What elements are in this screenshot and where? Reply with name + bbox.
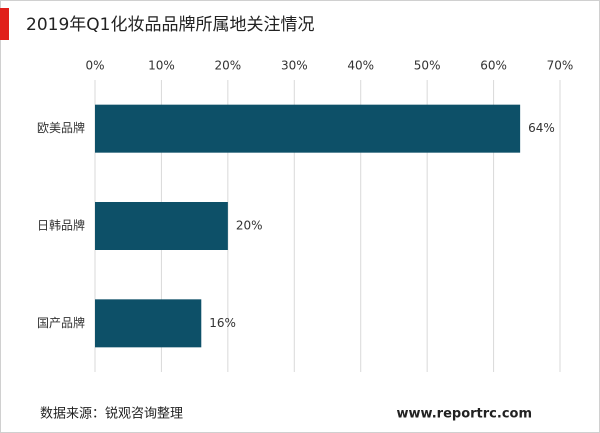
y-tick-label: 欧美品牌 bbox=[37, 121, 85, 135]
x-tick-label: 30% bbox=[281, 59, 308, 73]
x-tick-label: 50% bbox=[414, 59, 441, 73]
source-note: 数据来源：锐观咨询整理 bbox=[40, 407, 183, 422]
x-tick-label: 20% bbox=[215, 59, 242, 73]
value-label: 20% bbox=[236, 219, 263, 233]
title-accent bbox=[0, 8, 9, 40]
x-tick-label: 70% bbox=[547, 59, 574, 73]
bar bbox=[95, 202, 228, 250]
y-tick-label: 国产品牌 bbox=[37, 316, 85, 330]
value-label: 64% bbox=[528, 121, 555, 135]
x-tick-label: 60% bbox=[480, 59, 507, 73]
x-tick-label: 40% bbox=[347, 59, 374, 73]
bar bbox=[95, 299, 202, 348]
chart-title: 2019年Q1化妆品品牌所属地关注情况 bbox=[26, 15, 314, 35]
website: www.reportrc.com bbox=[397, 407, 532, 422]
bar bbox=[95, 104, 521, 153]
value-label: 16% bbox=[209, 316, 236, 330]
y-tick-label: 日韩品牌 bbox=[37, 218, 85, 233]
x-tick-label: 10% bbox=[148, 59, 175, 73]
x-tick-label: 0% bbox=[85, 59, 104, 73]
